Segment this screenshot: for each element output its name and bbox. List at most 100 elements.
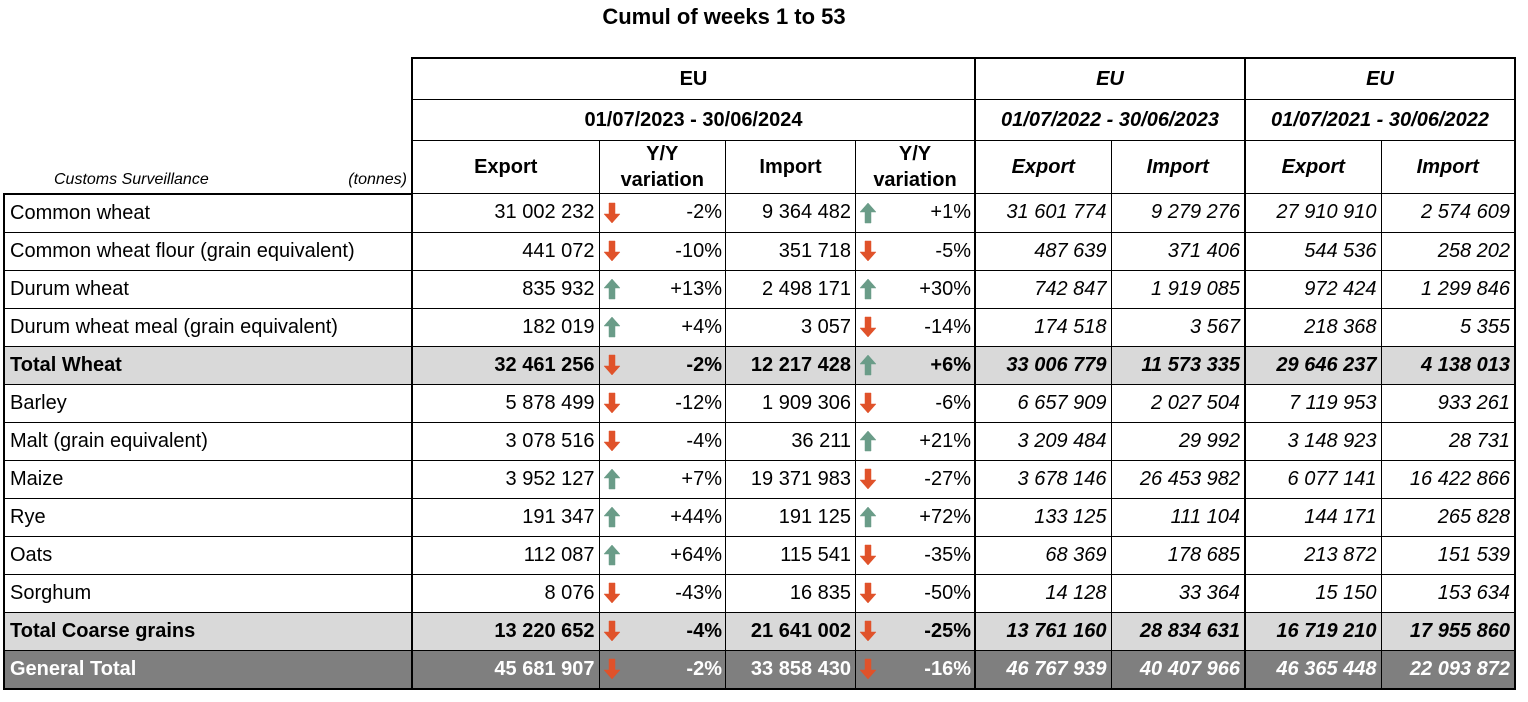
row-label: Common wheat flour (grain equivalent) [3,231,413,271]
col-import-2021: Import [1380,140,1516,194]
yy-label: Y/Y [898,143,932,165]
import-2022-value: 9 279 276 [1110,193,1246,233]
arrow-up-icon [855,269,880,309]
import-value: 9 364 482 [725,193,856,233]
arrow-up-icon [598,497,624,537]
export-variation: -12% [623,383,726,423]
export-variation: +44% [623,497,726,537]
arrow-up-icon [598,459,624,499]
arrow-down-icon [855,231,880,271]
col-import-2023: Import [725,140,856,194]
col-import-2022: Import [1110,140,1246,194]
import-2021-value: 5 355 [1380,307,1516,347]
source-cell: Customs Surveillance (tonnes) [4,140,413,194]
export-value: 3 952 127 [411,459,600,499]
import-variation: -16% [880,649,976,690]
export-2021-value: 213 872 [1244,535,1382,575]
export-2021-value: 6 077 141 [1244,459,1382,499]
arrow-up-icon [855,345,880,385]
row-label: Durum wheat meal (grain equivalent) [3,307,413,347]
arrow-down-icon [855,307,880,347]
export-value: 835 932 [411,269,600,309]
export-variation: +64% [623,535,726,575]
row-label: Total Coarse grains [3,611,413,651]
import-2021-value: 17 955 860 [1380,611,1516,651]
export-2022-value: 174 518 [974,307,1112,347]
export-2022-value: 13 761 160 [974,611,1112,651]
import-2021-value: 22 093 872 [1380,649,1516,690]
import-variation: -25% [880,611,976,651]
col-export-2021: Export [1244,140,1382,194]
import-variation: +72% [880,497,976,537]
export-2021-value: 46 365 448 [1244,649,1382,690]
table-row: Malt (grain equivalent) 3 078 516 -4% 36 21… [3,421,1516,461]
table-row: Total Coarse grains 13 220 652 -4% 21 641 0… [3,611,1516,651]
export-value: 32 461 256 [411,345,600,385]
import-2021-value: 2 574 609 [1380,193,1516,233]
export-value: 5 878 499 [411,383,600,423]
arrow-down-icon [598,193,624,233]
table-row: Common wheat 31 002 232 -2% 9 364 482 +1% 31 … [3,192,1516,233]
import-value: 36 211 [725,421,856,461]
table-body: Common wheat 31 002 232 -2% 9 364 482 +1% 31 … [3,192,1516,690]
export-2021-value: 15 150 [1244,573,1382,613]
import-2021-value: 4 138 013 [1380,345,1516,385]
export-variation: -43% [623,573,726,613]
cereal-trade-table: EU EU EU 01/07/2023 - 30/06/2024 01/07/2… [3,57,1516,690]
import-2021-value: 153 634 [1380,573,1516,613]
export-2022-value: 6 657 909 [974,383,1112,423]
import-2022-value: 111 104 [1110,497,1246,537]
table-row: Oats 112 087 +64% 115 541 -35% 68 369 178 685 2… [3,535,1516,575]
import-2022-value: 2 027 504 [1110,383,1246,423]
arrow-down-icon [855,611,880,651]
col-export-2022: Export [974,140,1112,194]
export-2021-value: 27 910 910 [1244,193,1382,233]
import-value: 2 498 171 [725,269,856,309]
variation-label: variation [873,169,957,191]
table-row: General Total 45 681 907 -2% 33 858 430 -16%… [3,649,1516,690]
import-2021-value: 265 828 [1380,497,1516,537]
export-2022-value: 46 767 939 [974,649,1112,690]
period-2021: 01/07/2021 - 30/06/2022 [1244,99,1516,141]
table-row: Durum wheat 835 932 +13% 2 498 171 +30% 742 8… [3,269,1516,309]
import-2021-value: 28 731 [1380,421,1516,461]
row-label: Sorghum [3,573,413,613]
import-2021-value: 151 539 [1380,535,1516,575]
import-value: 16 835 [725,573,856,613]
import-variation: -50% [880,573,976,613]
arrow-up-icon [598,269,624,309]
import-2022-value: 26 453 982 [1110,459,1246,499]
row-label: Durum wheat [3,269,413,309]
import-2022-value: 11 573 335 [1110,345,1246,385]
export-variation: -4% [623,611,726,651]
table-row: Common wheat flour (grain equivalent) 441… [3,231,1516,271]
export-variation: -10% [623,231,726,271]
arrow-down-icon [598,573,624,613]
import-2022-value: 40 407 966 [1110,649,1246,690]
arrow-down-icon [855,535,880,575]
import-value: 191 125 [725,497,856,537]
export-variation: -2% [623,345,726,385]
export-value: 13 220 652 [411,611,600,651]
arrow-up-icon [598,307,624,347]
export-2022-value: 133 125 [974,497,1112,537]
arrow-down-icon [598,383,624,423]
table-row: Total Wheat 32 461 256 -2% 12 217 428 +6% 33 … [3,345,1516,385]
table-row: Sorghum 8 076 -43% 16 835 -50% 14 128 33 364 15… [3,573,1516,613]
yy-label: Y/Y [646,143,679,165]
export-2021-value: 7 119 953 [1244,383,1382,423]
import-variation: +1% [880,193,976,233]
region-header-2022: EU [974,57,1246,100]
arrow-down-icon [598,231,624,271]
import-value: 3 057 [725,307,856,347]
import-variation: -14% [880,307,976,347]
export-variation: -2% [623,193,726,233]
import-variation: -35% [880,535,976,575]
import-2021-value: 1 299 846 [1380,269,1516,309]
export-2021-value: 218 368 [1244,307,1382,347]
arrow-up-icon [855,421,880,461]
import-value: 21 641 002 [725,611,856,651]
variation-label: variation [620,169,704,191]
export-2021-value: 29 646 237 [1244,345,1382,385]
row-label: Oats [3,535,413,575]
